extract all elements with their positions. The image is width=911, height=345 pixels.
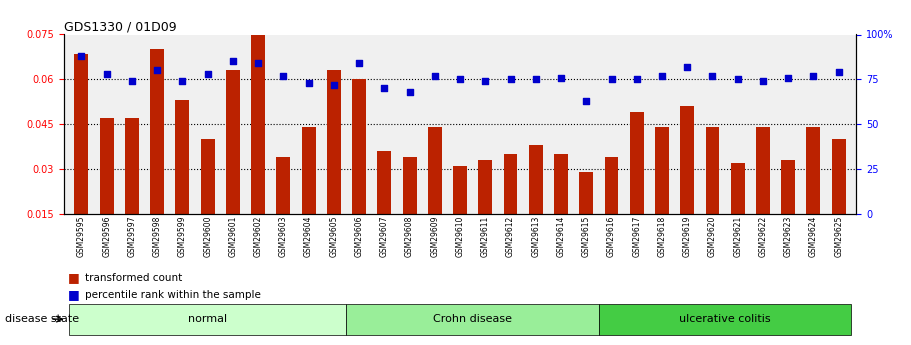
Bar [226, 70, 240, 259]
Bar [554, 154, 568, 259]
Bar [150, 49, 164, 259]
Point [453, 77, 467, 82]
Bar [782, 160, 795, 259]
Point [302, 80, 316, 86]
Point [832, 69, 846, 75]
Bar [478, 160, 492, 259]
Bar [453, 166, 467, 259]
Point [125, 78, 139, 84]
Point [150, 68, 165, 73]
Bar [251, 34, 265, 259]
Point [99, 71, 114, 77]
Text: Crohn disease: Crohn disease [433, 314, 512, 324]
Point [554, 75, 568, 80]
Point [528, 77, 543, 82]
Bar [99, 118, 114, 259]
Bar [176, 100, 189, 259]
Bar [705, 127, 720, 259]
Point [200, 71, 215, 77]
Bar [731, 163, 744, 259]
Bar [327, 70, 341, 259]
Point [579, 98, 594, 104]
Bar [579, 172, 593, 259]
Text: normal: normal [188, 314, 227, 324]
Point [755, 78, 770, 84]
Text: transformed count: transformed count [85, 273, 182, 283]
Bar [681, 106, 694, 259]
Text: disease state: disease state [5, 314, 78, 324]
Point [377, 86, 392, 91]
Bar [403, 157, 416, 259]
Bar [832, 139, 845, 259]
Text: percentile rank within the sample: percentile rank within the sample [85, 290, 261, 300]
Bar [756, 127, 770, 259]
Bar [655, 127, 669, 259]
Point [781, 75, 795, 80]
Text: ■: ■ [68, 288, 80, 302]
Point [226, 59, 241, 64]
Point [705, 73, 720, 79]
Point [478, 78, 493, 84]
Text: ■: ■ [68, 271, 80, 284]
Point [352, 60, 366, 66]
Text: ulcerative colitis: ulcerative colitis [680, 314, 771, 324]
Bar [630, 112, 644, 259]
Point [326, 82, 341, 88]
Point [427, 73, 442, 79]
Point [630, 77, 644, 82]
Point [806, 73, 821, 79]
Bar [302, 127, 315, 259]
Bar [377, 151, 391, 259]
Point [276, 73, 291, 79]
Bar [504, 154, 517, 259]
Point [251, 60, 265, 66]
Point [175, 78, 189, 84]
Point [604, 77, 619, 82]
Bar [806, 127, 821, 259]
Bar [125, 118, 138, 259]
Point [74, 53, 88, 59]
Point [503, 77, 517, 82]
Bar [605, 157, 619, 259]
Bar [353, 79, 366, 259]
Text: GDS1330 / 01D09: GDS1330 / 01D09 [64, 20, 177, 33]
Bar [75, 54, 88, 259]
Point [655, 73, 670, 79]
Bar [200, 139, 215, 259]
Point [680, 64, 694, 70]
Bar [276, 157, 291, 259]
Bar [529, 145, 543, 259]
Point [731, 77, 745, 82]
Point [403, 89, 417, 95]
Bar [428, 127, 442, 259]
